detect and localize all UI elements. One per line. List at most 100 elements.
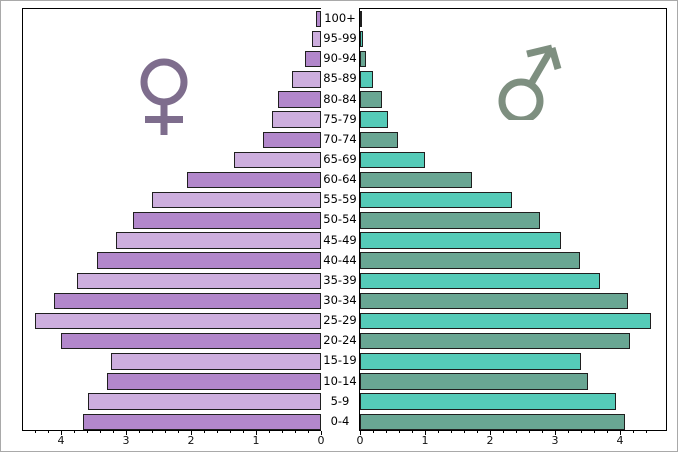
bar-male-70-74 (360, 131, 398, 148)
x-tick-minor (451, 431, 452, 433)
age-label-85-89: 85-89 (323, 71, 357, 86)
bar-female-15-19 (111, 353, 321, 370)
x-tick-minor (152, 431, 153, 433)
age-label-60-64: 60-64 (323, 172, 357, 187)
bar-male-60-64 (360, 171, 472, 189)
age-label-75-79: 75-79 (323, 111, 357, 126)
x-tick-minor (87, 431, 88, 433)
x-tick-minor (594, 431, 595, 433)
age-label-5-9: 5-9 (330, 393, 350, 408)
x-tick-minor (477, 431, 478, 433)
female-sign-icon (140, 58, 188, 135)
x-tick-minor (464, 431, 465, 433)
x-tick-minor (295, 431, 296, 433)
x-tick-major (321, 431, 322, 435)
x-tick-major (191, 431, 192, 435)
bar-female-65-69 (233, 151, 321, 169)
x-tick-minor (308, 431, 309, 433)
bar-female-50-54 (133, 212, 321, 229)
bar-male-75-79 (360, 111, 388, 128)
age-label-65-69: 65-69 (323, 152, 357, 166)
x-tick-major (555, 431, 556, 435)
x-tick-minor (412, 431, 413, 433)
x-tick-minor (633, 431, 634, 433)
age-label-50-54: 50-54 (323, 212, 357, 227)
age-label-55-59: 55-59 (323, 192, 357, 207)
x-tick-minor (139, 431, 140, 433)
bar-female-55-59 (152, 191, 321, 209)
age-label-0-4: 0-4 (330, 413, 350, 428)
bar-female-20-24 (61, 332, 321, 350)
x-tick-minor (399, 431, 400, 433)
x-tick-label-2: 2 (187, 434, 195, 447)
x-tick-minor (386, 431, 387, 433)
bar-female-5-9 (88, 393, 321, 410)
bar-male-50-54 (360, 212, 541, 229)
bar-female-95-99 (311, 30, 321, 48)
x-tick-label-0: 0 (356, 434, 364, 447)
bar-male-30-34 (360, 292, 628, 310)
x-tick-minor (568, 431, 569, 433)
x-tick-minor (48, 431, 49, 433)
age-label-90-94: 90-94 (323, 51, 357, 66)
x-tick-minor (581, 431, 582, 433)
x-tick-minor (230, 431, 231, 433)
x-tick-minor (542, 431, 543, 433)
x-tick-label-1: 1 (421, 434, 429, 447)
x-tick-minor (529, 431, 530, 433)
x-tick-minor (204, 431, 205, 433)
x-tick-minor (178, 431, 179, 433)
bar-male-15-19 (360, 353, 581, 370)
bar-male-10-14 (360, 373, 589, 390)
age-label-80-84: 80-84 (323, 91, 357, 106)
x-tick-minor (100, 431, 101, 433)
bar-male-25-29 (360, 312, 652, 330)
male-sign-icon (498, 44, 562, 120)
bar-female-40-44 (96, 252, 321, 269)
x-tick-major (425, 431, 426, 435)
bar-female-90-94 (304, 50, 321, 68)
bar-male-5-9 (360, 393, 617, 410)
bar-male-0-4 (360, 413, 626, 430)
x-tick-label-4: 4 (57, 434, 65, 447)
bar-female-45-49 (116, 232, 321, 249)
x-tick-major (126, 431, 127, 435)
age-label-35-39: 35-39 (323, 272, 357, 287)
age-label-100+: 100+ (324, 11, 356, 25)
x-tick-label-3: 3 (551, 434, 559, 447)
x-tick-minor (165, 431, 166, 433)
age-label-95-99: 95-99 (323, 31, 357, 46)
bar-female-75-79 (272, 111, 321, 128)
bar-male-35-39 (360, 272, 600, 289)
bar-male-95-99 (360, 30, 364, 48)
x-tick-minor (646, 431, 647, 433)
male-panel (359, 8, 667, 431)
x-tick-minor (113, 431, 114, 433)
x-tick-minor (607, 431, 608, 433)
bar-female-35-39 (77, 272, 321, 289)
female-panel (22, 8, 321, 431)
x-tick-minor (438, 431, 439, 433)
bar-female-100+ (316, 10, 321, 28)
bar-female-80-84 (278, 91, 321, 108)
bar-male-55-59 (360, 191, 513, 209)
x-tick-minor (74, 431, 75, 433)
bar-female-85-89 (291, 71, 321, 88)
bar-male-20-24 (360, 332, 630, 350)
x-tick-minor (282, 431, 283, 433)
age-label-70-74: 70-74 (323, 131, 357, 146)
x-tick-minor (35, 431, 36, 433)
x-tick-minor (373, 431, 374, 433)
age-label-10-14: 10-14 (323, 373, 357, 388)
age-group-labels: 100+ 95-99 90-94 85-89 80-84 75-79 70-74 65-69 6… (321, 8, 359, 431)
bar-male-40-44 (360, 252, 580, 269)
bar-female-60-64 (187, 171, 321, 189)
bar-female-70-74 (263, 131, 321, 148)
x-tick-label-4: 4 (616, 434, 624, 447)
bar-female-10-14 (107, 373, 321, 390)
x-tick-minor (516, 431, 517, 433)
bar-male-85-89 (360, 71, 373, 88)
age-label-30-34: 30-34 (323, 293, 357, 307)
x-tick-major (620, 431, 621, 435)
